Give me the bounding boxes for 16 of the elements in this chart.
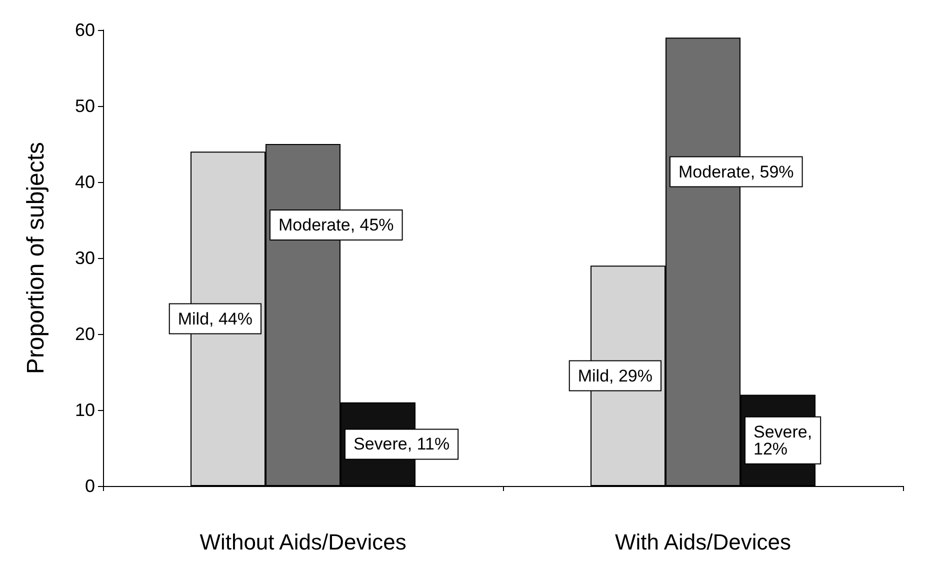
data-label: Mild, 44% — [178, 309, 252, 328]
data-label: Mild, 29% — [578, 366, 652, 386]
data-label: Severe, 12% — [754, 422, 812, 458]
y-tick-label: 40 — [74, 172, 95, 192]
y-tick-label: 30 — [74, 248, 95, 268]
y-tick-label: 0 — [84, 476, 95, 496]
y-axis-title: Proportion of subjects — [22, 142, 50, 374]
y-tick-label: 60 — [74, 20, 95, 40]
y-tick-label: 20 — [74, 324, 95, 344]
x-tick-label: With Aids/Devices — [614, 530, 792, 554]
data-label: Moderate, 59% — [678, 162, 794, 182]
data-label: Moderate, 45% — [278, 216, 394, 234]
y-tick-label: 10 — [74, 400, 95, 420]
y-tick-label: 50 — [74, 96, 95, 116]
data-label: Severe, 11% — [354, 434, 450, 454]
x-tick-label: Without Aids/Devices — [200, 530, 406, 554]
